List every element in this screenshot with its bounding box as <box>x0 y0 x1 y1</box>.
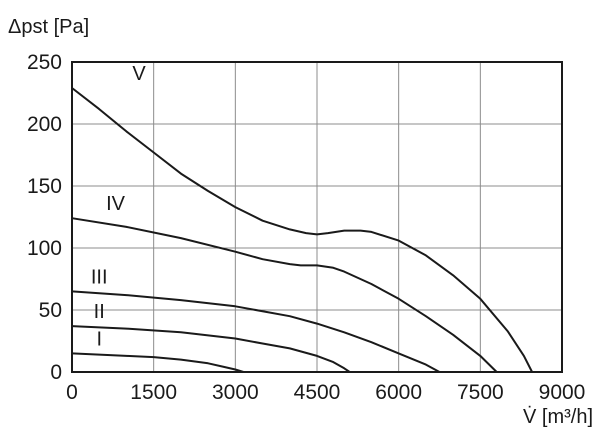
y-axis-ticks: 0 50 100 150 200 250 <box>27 51 62 384</box>
fan-curves <box>71 87 534 373</box>
y-tick-label: 50 <box>39 299 62 322</box>
x-tick-label: 6000 <box>375 381 422 404</box>
series-label-I: I <box>96 328 102 350</box>
x-tick-label: 9000 <box>539 381 586 404</box>
x-tick-label: 1500 <box>130 381 177 404</box>
x-axis-ticks: 0 1500 3000 4500 6000 7500 9000 <box>66 381 585 404</box>
y-tick-label: 100 <box>27 237 62 260</box>
x-tick-label: 7500 <box>457 381 504 404</box>
series-label-III: III <box>91 266 108 288</box>
curve-IV <box>71 217 498 373</box>
plot-frame <box>71 61 563 373</box>
y-tick-label: 150 <box>27 175 62 198</box>
curve-V <box>71 87 534 373</box>
x-axis-title: V̇ [m³/h] <box>523 406 593 428</box>
series-label-II: II <box>94 301 105 323</box>
series-label-IV: IV <box>106 193 126 215</box>
curve-I <box>71 352 245 373</box>
y-tick-label: 200 <box>27 113 62 136</box>
curve-III <box>71 290 441 373</box>
y-axis-title: Δpst [Pa] <box>8 16 89 38</box>
series-label-V: V <box>132 63 146 85</box>
curve-II <box>71 325 351 373</box>
grid-lines <box>72 62 562 372</box>
y-tick-label: 0 <box>50 361 62 384</box>
x-tick-label: 4500 <box>294 381 341 404</box>
x-tick-label: 0 <box>66 381 78 404</box>
y-tick-label: 250 <box>27 51 62 74</box>
x-tick-label: 3000 <box>212 381 259 404</box>
